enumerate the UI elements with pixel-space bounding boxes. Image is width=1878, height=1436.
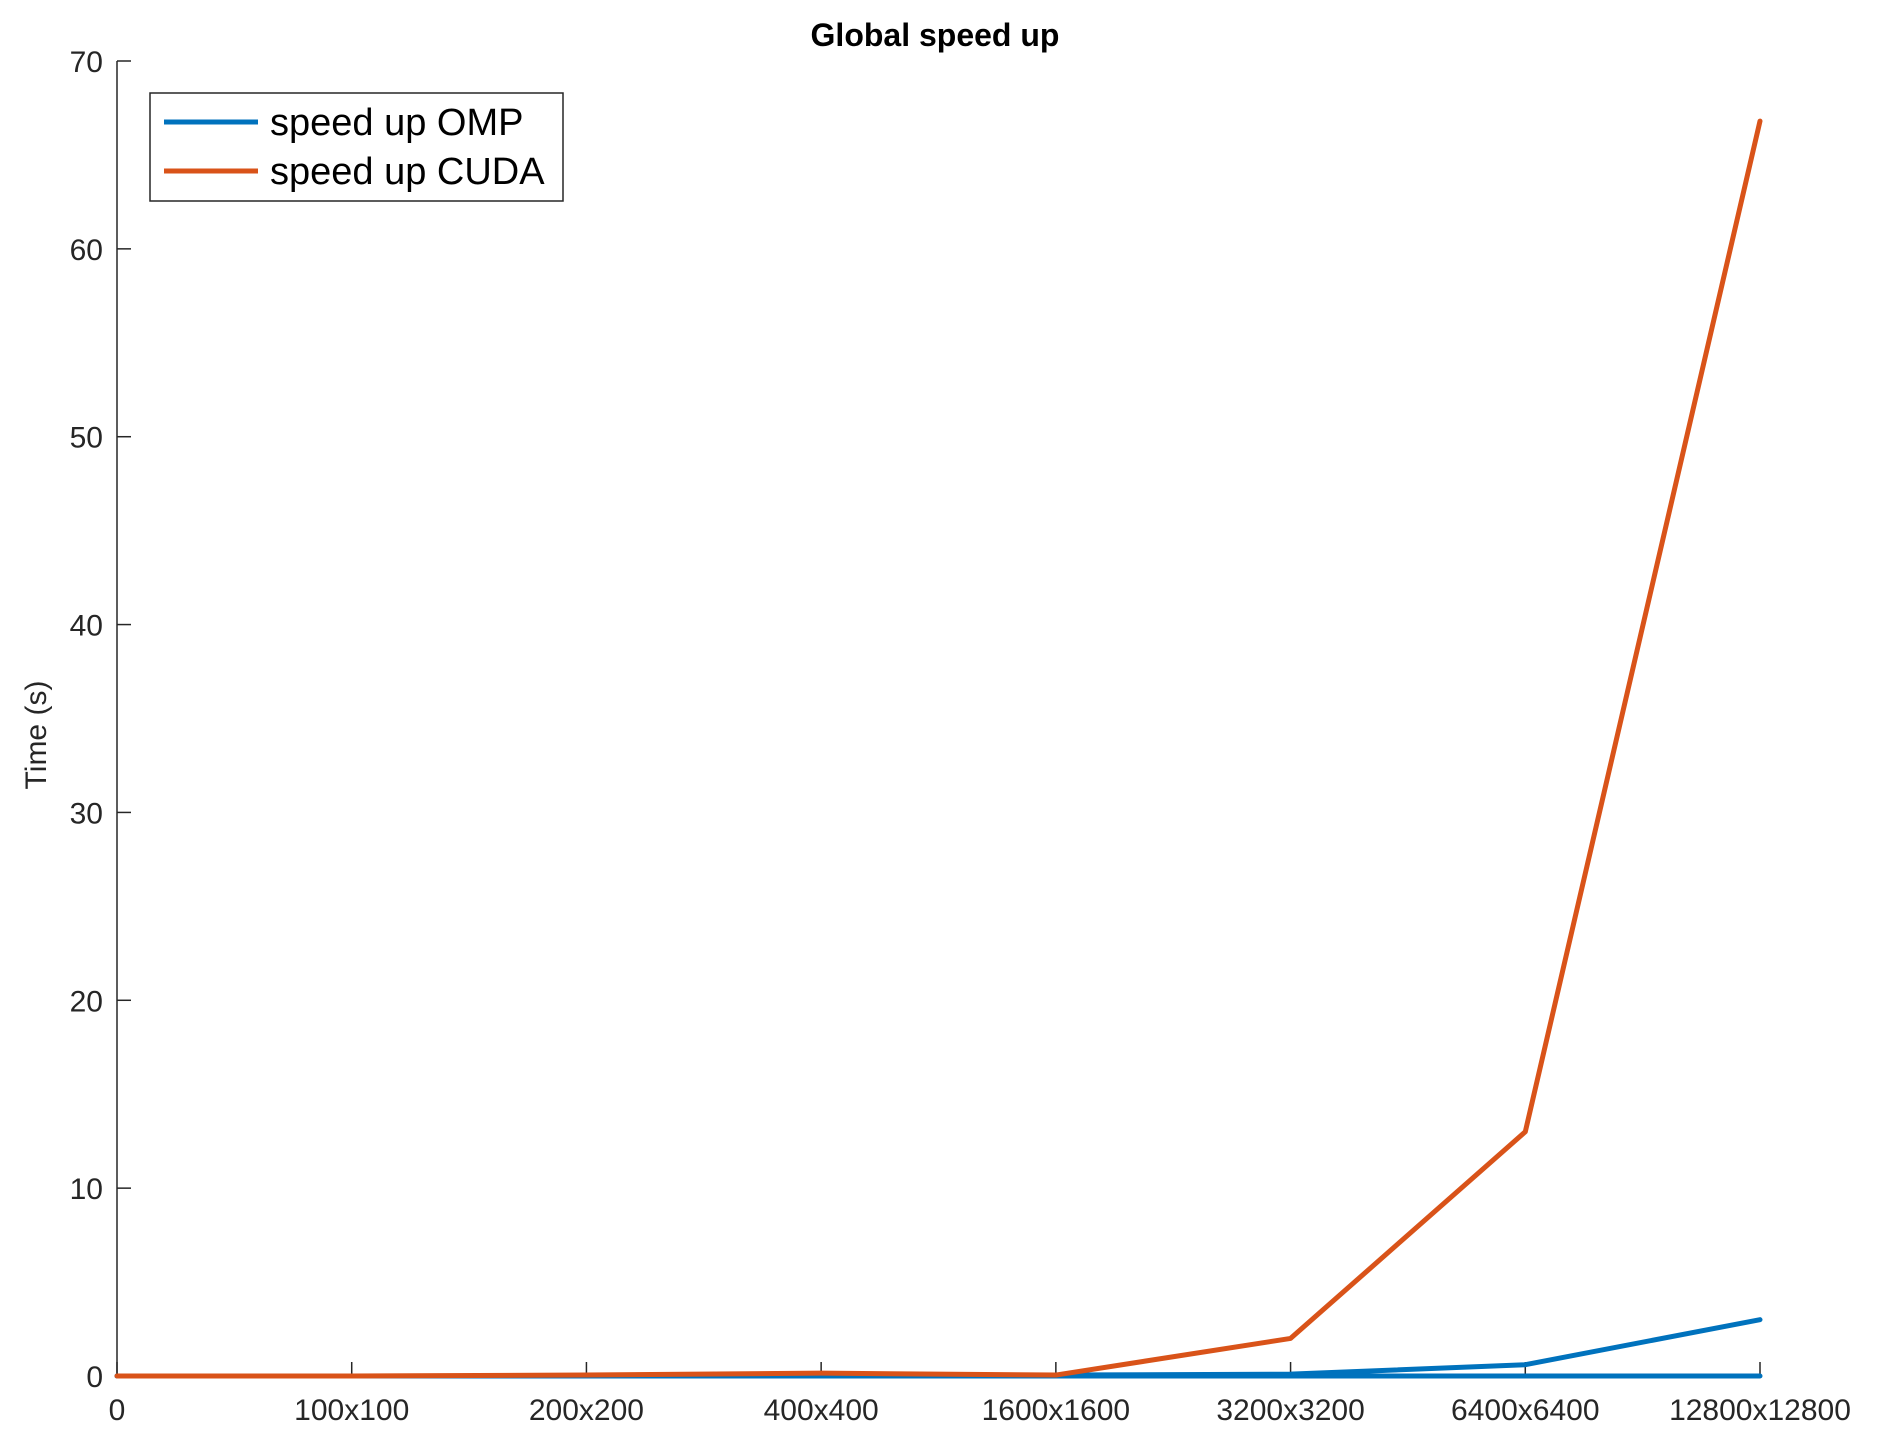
y-tick-label: 10 — [70, 1173, 103, 1206]
legend-label: speed up OMP — [270, 102, 523, 144]
y-tick-label: 40 — [70, 610, 103, 643]
x-tick-label: 400x400 — [764, 1394, 879, 1427]
legend: speed up OMP speed up CUDA — [149, 92, 564, 202]
x-tick-label: 0 — [109, 1394, 126, 1427]
x-tick-label: 12800x12800 — [1669, 1394, 1851, 1427]
x-tick-label: 1600x1600 — [982, 1394, 1130, 1427]
x-tick-label: 6400x6400 — [1451, 1394, 1599, 1427]
x-tick-label: 100x100 — [294, 1394, 409, 1427]
x-tick-label: 200x200 — [529, 1394, 644, 1427]
axes: 0 10 20 30 40 50 60 70 0 100x100 200x200 400x400 160… — [70, 46, 1851, 1427]
x-tick-label: 3200x3200 — [1216, 1394, 1364, 1427]
y-tick-label: 20 — [70, 985, 103, 1018]
y-tick-label: 0 — [86, 1361, 103, 1394]
legend-box — [149, 92, 564, 202]
y-axis-label: Time (s) — [20, 681, 53, 790]
y-tick-label: 70 — [70, 46, 103, 79]
series-layer — [114, 118, 1763, 1379]
series-line-speed-up-cuda — [114, 118, 1763, 1379]
series-line-speed-up-omp — [114, 1317, 1763, 1379]
y-tick-label: 50 — [70, 422, 103, 455]
y-tick-label: 30 — [70, 797, 103, 830]
chart-title: Global speed up — [811, 17, 1060, 53]
legend-label: speed up CUDA — [270, 151, 545, 193]
y-tick-label: 60 — [70, 234, 103, 267]
